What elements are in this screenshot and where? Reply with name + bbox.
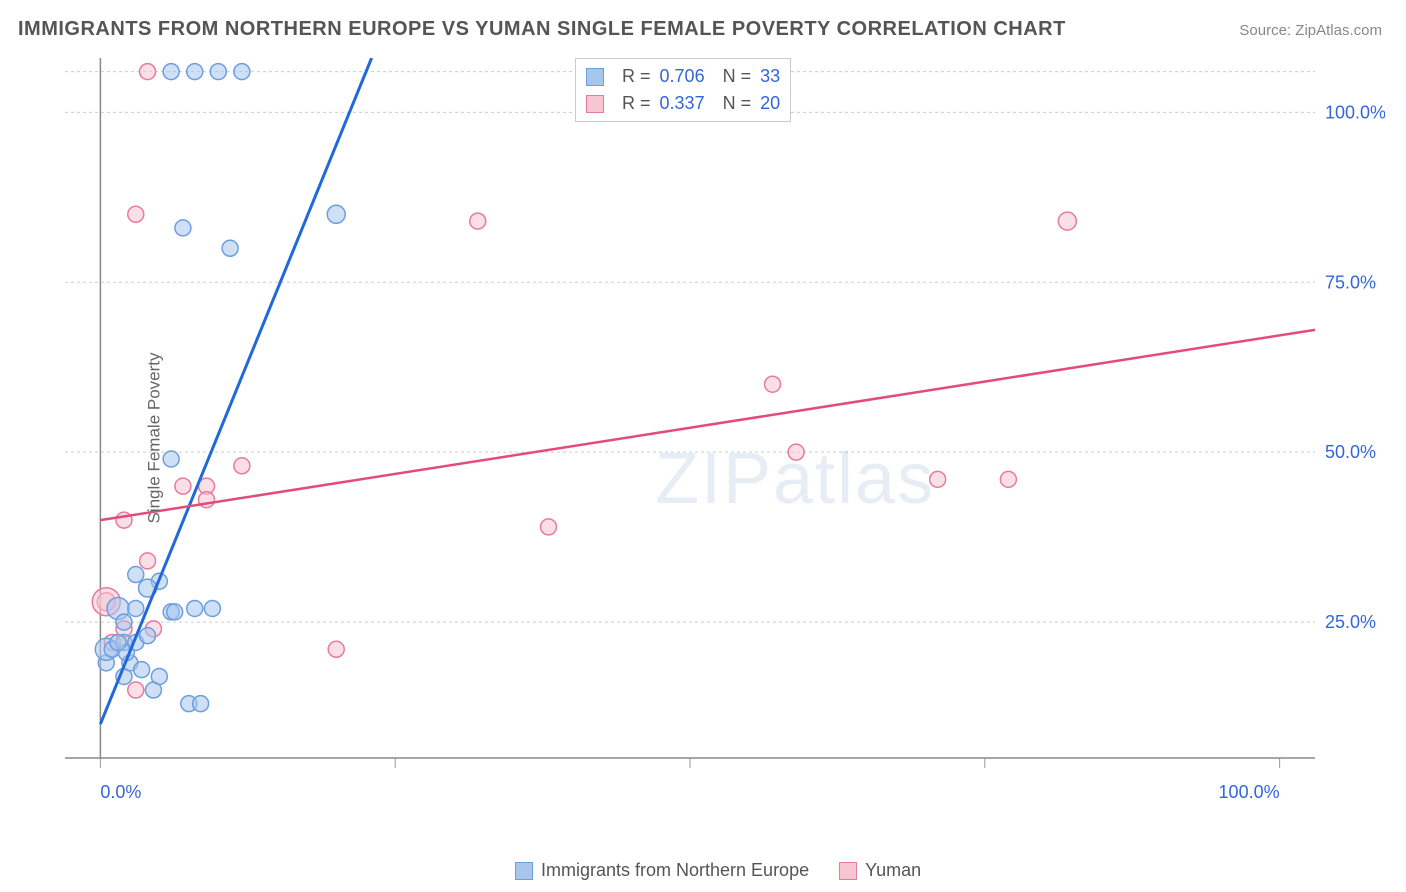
source-label: Source: [1239,22,1291,39]
svg-text:100.0%: 100.0% [1219,782,1280,802]
legend-swatch-1 [515,862,533,880]
svg-text:25.0%: 25.0% [1325,612,1376,632]
scatter-plot: Single Female Poverty 25.0% 50.0% 75.0% 100… [55,58,1385,818]
legend-item-2: Yuman [839,860,921,881]
source-citation: Source: ZipAtlas.com [1239,22,1382,39]
chart-title: IMMIGRANTS FROM NORTHERN EUROPE VS YUMAN… [18,18,1066,41]
y-axis-label: Single Female Poverty [145,352,165,523]
svg-text:75.0%: 75.0% [1325,272,1376,292]
svg-text:50.0%: 50.0% [1325,442,1376,462]
legend-label-1: Immigrants from Northern Europe [541,860,809,881]
chart-svg: 25.0% 50.0% 75.0% 100.0% 0.0% 100.0% [55,58,1385,818]
svg-text:0.0%: 0.0% [100,782,141,802]
svg-text:100.0%: 100.0% [1325,102,1385,122]
legend-label-2: Yuman [865,860,921,881]
legend-item-1: Immigrants from Northern Europe [515,860,809,881]
series-legend: Immigrants from Northern Europe Yuman [515,860,921,881]
source-value: ZipAtlas.com [1295,22,1382,39]
legend-swatch-2 [839,862,857,880]
correlation-legend: R = 0.706N = 33R = 0.337N = 20 [575,58,791,122]
